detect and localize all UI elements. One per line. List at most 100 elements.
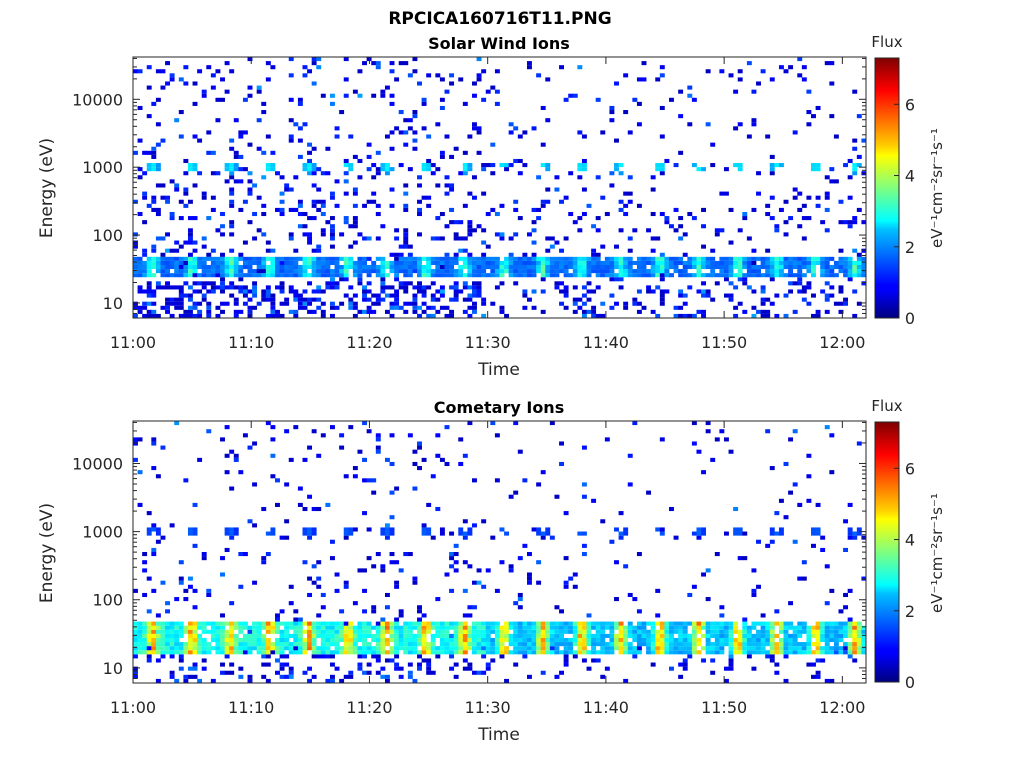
heatmap-cell (453, 236, 459, 241)
heatmap-cell (151, 441, 157, 446)
heatmap-cell (288, 285, 294, 290)
heatmap-cell (852, 260, 858, 265)
heatmap-cell (430, 256, 436, 261)
heatmap-cell (357, 277, 363, 282)
heatmap-cell (792, 625, 798, 630)
heatmap-cell (311, 146, 317, 151)
heatmap-cell (756, 273, 761, 278)
heatmap-cell (540, 142, 546, 147)
heatmap-cell (210, 73, 216, 78)
heatmap-cell (178, 244, 184, 249)
colorbar-label: eV⁻¹cm⁻²sr⁻¹s⁻¹ (928, 128, 946, 248)
heatmap-cell (829, 273, 835, 278)
heatmap-cell (187, 527, 193, 532)
heatmap-cell (737, 269, 743, 274)
heatmap-cell (636, 301, 642, 306)
heatmap-cell (778, 629, 784, 634)
heatmap-cell (641, 273, 647, 278)
heatmap-cell (462, 629, 468, 634)
heatmap-cell (540, 264, 546, 270)
heatmap-cell (417, 625, 422, 630)
heatmap-cell (357, 629, 363, 634)
heatmap-cell (380, 629, 386, 634)
heatmap-cell (705, 637, 711, 643)
heatmap-cell (430, 650, 436, 655)
heatmap-cell (833, 625, 839, 630)
y-tick-label: 10000 (72, 90, 123, 109)
heatmap-cell (687, 621, 693, 626)
heatmap-cell (600, 633, 606, 638)
heatmap-cell (169, 256, 175, 261)
heatmap-cell (687, 313, 693, 318)
heatmap-cell (311, 309, 317, 314)
heatmap-cell (412, 260, 418, 265)
heatmap-cell (472, 523, 477, 528)
heatmap-cell (206, 642, 212, 647)
heatmap-cell (778, 269, 784, 274)
heatmap-cell (636, 637, 642, 643)
heatmap-cell (774, 511, 780, 516)
heatmap-cell (847, 535, 853, 540)
heatmap-cell (499, 232, 505, 237)
heatmap-cell (192, 629, 198, 634)
heatmap-cell (265, 297, 271, 302)
heatmap-cell (307, 629, 313, 634)
heatmap-cell (824, 646, 830, 651)
heatmap-cell (687, 642, 693, 647)
heatmap-cell (591, 305, 597, 310)
heatmap-cell (861, 535, 867, 540)
heatmap-cell (229, 637, 235, 643)
heatmap-cell (847, 502, 853, 507)
heatmap-cell (329, 224, 335, 229)
heatmap-cell (458, 171, 464, 176)
heatmap-cell (279, 199, 285, 204)
heatmap-cell (843, 646, 849, 651)
heatmap-cell (806, 122, 812, 127)
heatmap-cell (206, 305, 212, 310)
heatmap-cell (256, 301, 262, 306)
heatmap-cell (783, 654, 789, 659)
heatmap-cell (756, 171, 761, 176)
heatmap-cell (467, 637, 473, 643)
heatmap-cell (412, 256, 418, 261)
colorbar-title: Flux (871, 397, 902, 415)
heatmap-cell (618, 256, 624, 261)
heatmap-cell (210, 264, 216, 270)
heatmap-cell (559, 281, 564, 286)
heatmap-cell (366, 646, 372, 651)
heatmap-cell (320, 199, 326, 204)
heatmap-cell (554, 240, 560, 245)
heatmap-cell (307, 69, 313, 74)
heatmap-cell (233, 264, 239, 270)
heatmap-cell (183, 588, 189, 593)
heatmap-cell (192, 269, 198, 274)
heatmap-cell (449, 556, 455, 561)
heatmap-cell (348, 163, 354, 168)
heatmap-cell (701, 256, 706, 261)
heatmap-cell (467, 605, 473, 610)
heatmap-cell (504, 625, 510, 630)
heatmap-cell (220, 211, 225, 217)
heatmap-cell (439, 457, 445, 462)
heatmap-cell (664, 220, 670, 225)
heatmap-cell (554, 260, 560, 265)
heatmap-cell (265, 637, 271, 643)
heatmap-cell (256, 89, 262, 94)
heatmap-cell (284, 273, 290, 278)
heatmap-cell (641, 625, 647, 630)
heatmap-cell (270, 313, 276, 318)
heatmap-cell (394, 584, 400, 589)
heatmap-cell (499, 269, 505, 274)
heatmap-cell (247, 445, 253, 450)
heatmap-cell (288, 236, 294, 241)
heatmap-cell (297, 650, 303, 655)
heatmap-cell (371, 260, 377, 265)
heatmap-cell (178, 216, 184, 221)
heatmap-cell (467, 285, 473, 290)
heatmap-cell (284, 625, 290, 630)
heatmap-cell (540, 650, 546, 655)
heatmap-cell (362, 203, 367, 208)
heatmap-cell (444, 572, 450, 577)
heatmap-cell (220, 224, 225, 229)
heatmap-cell (476, 130, 482, 135)
